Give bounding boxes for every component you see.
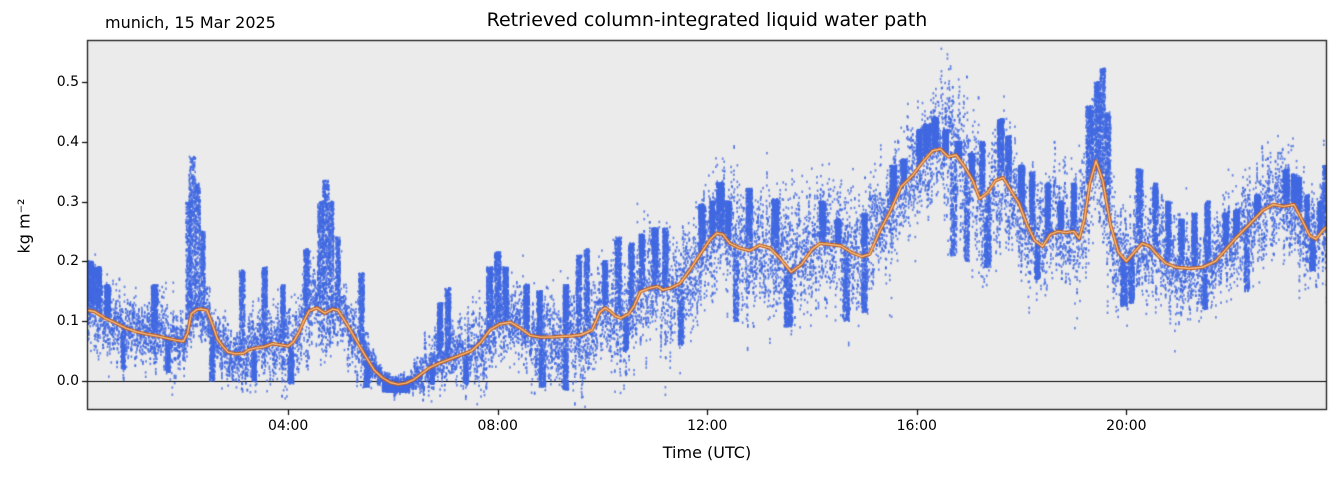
left-title: munich, 15 Mar 2025 — [105, 13, 276, 32]
y-tick-label: 0.5 — [56, 74, 79, 91]
y-tick-label: 0.3 — [56, 193, 79, 210]
y-tick-label: 0.1 — [56, 313, 79, 329]
chart-title: Retrieved column-integrated liquid water… — [486, 9, 928, 31]
y-tick-label: 0.4 — [56, 133, 79, 150]
y-tick-label: 0.0 — [56, 372, 79, 389]
x-tick-label: 20:00 — [1106, 418, 1147, 434]
x-tick-label: 12:00 — [687, 418, 728, 434]
x-tick-label: 16:00 — [896, 418, 937, 434]
x-tick-label: 08:00 — [477, 418, 518, 434]
x-tick-label: 04:00 — [267, 418, 309, 434]
x-axis-label: Time (UTC) — [662, 443, 752, 462]
y-tick-label: 0.2 — [56, 253, 79, 270]
